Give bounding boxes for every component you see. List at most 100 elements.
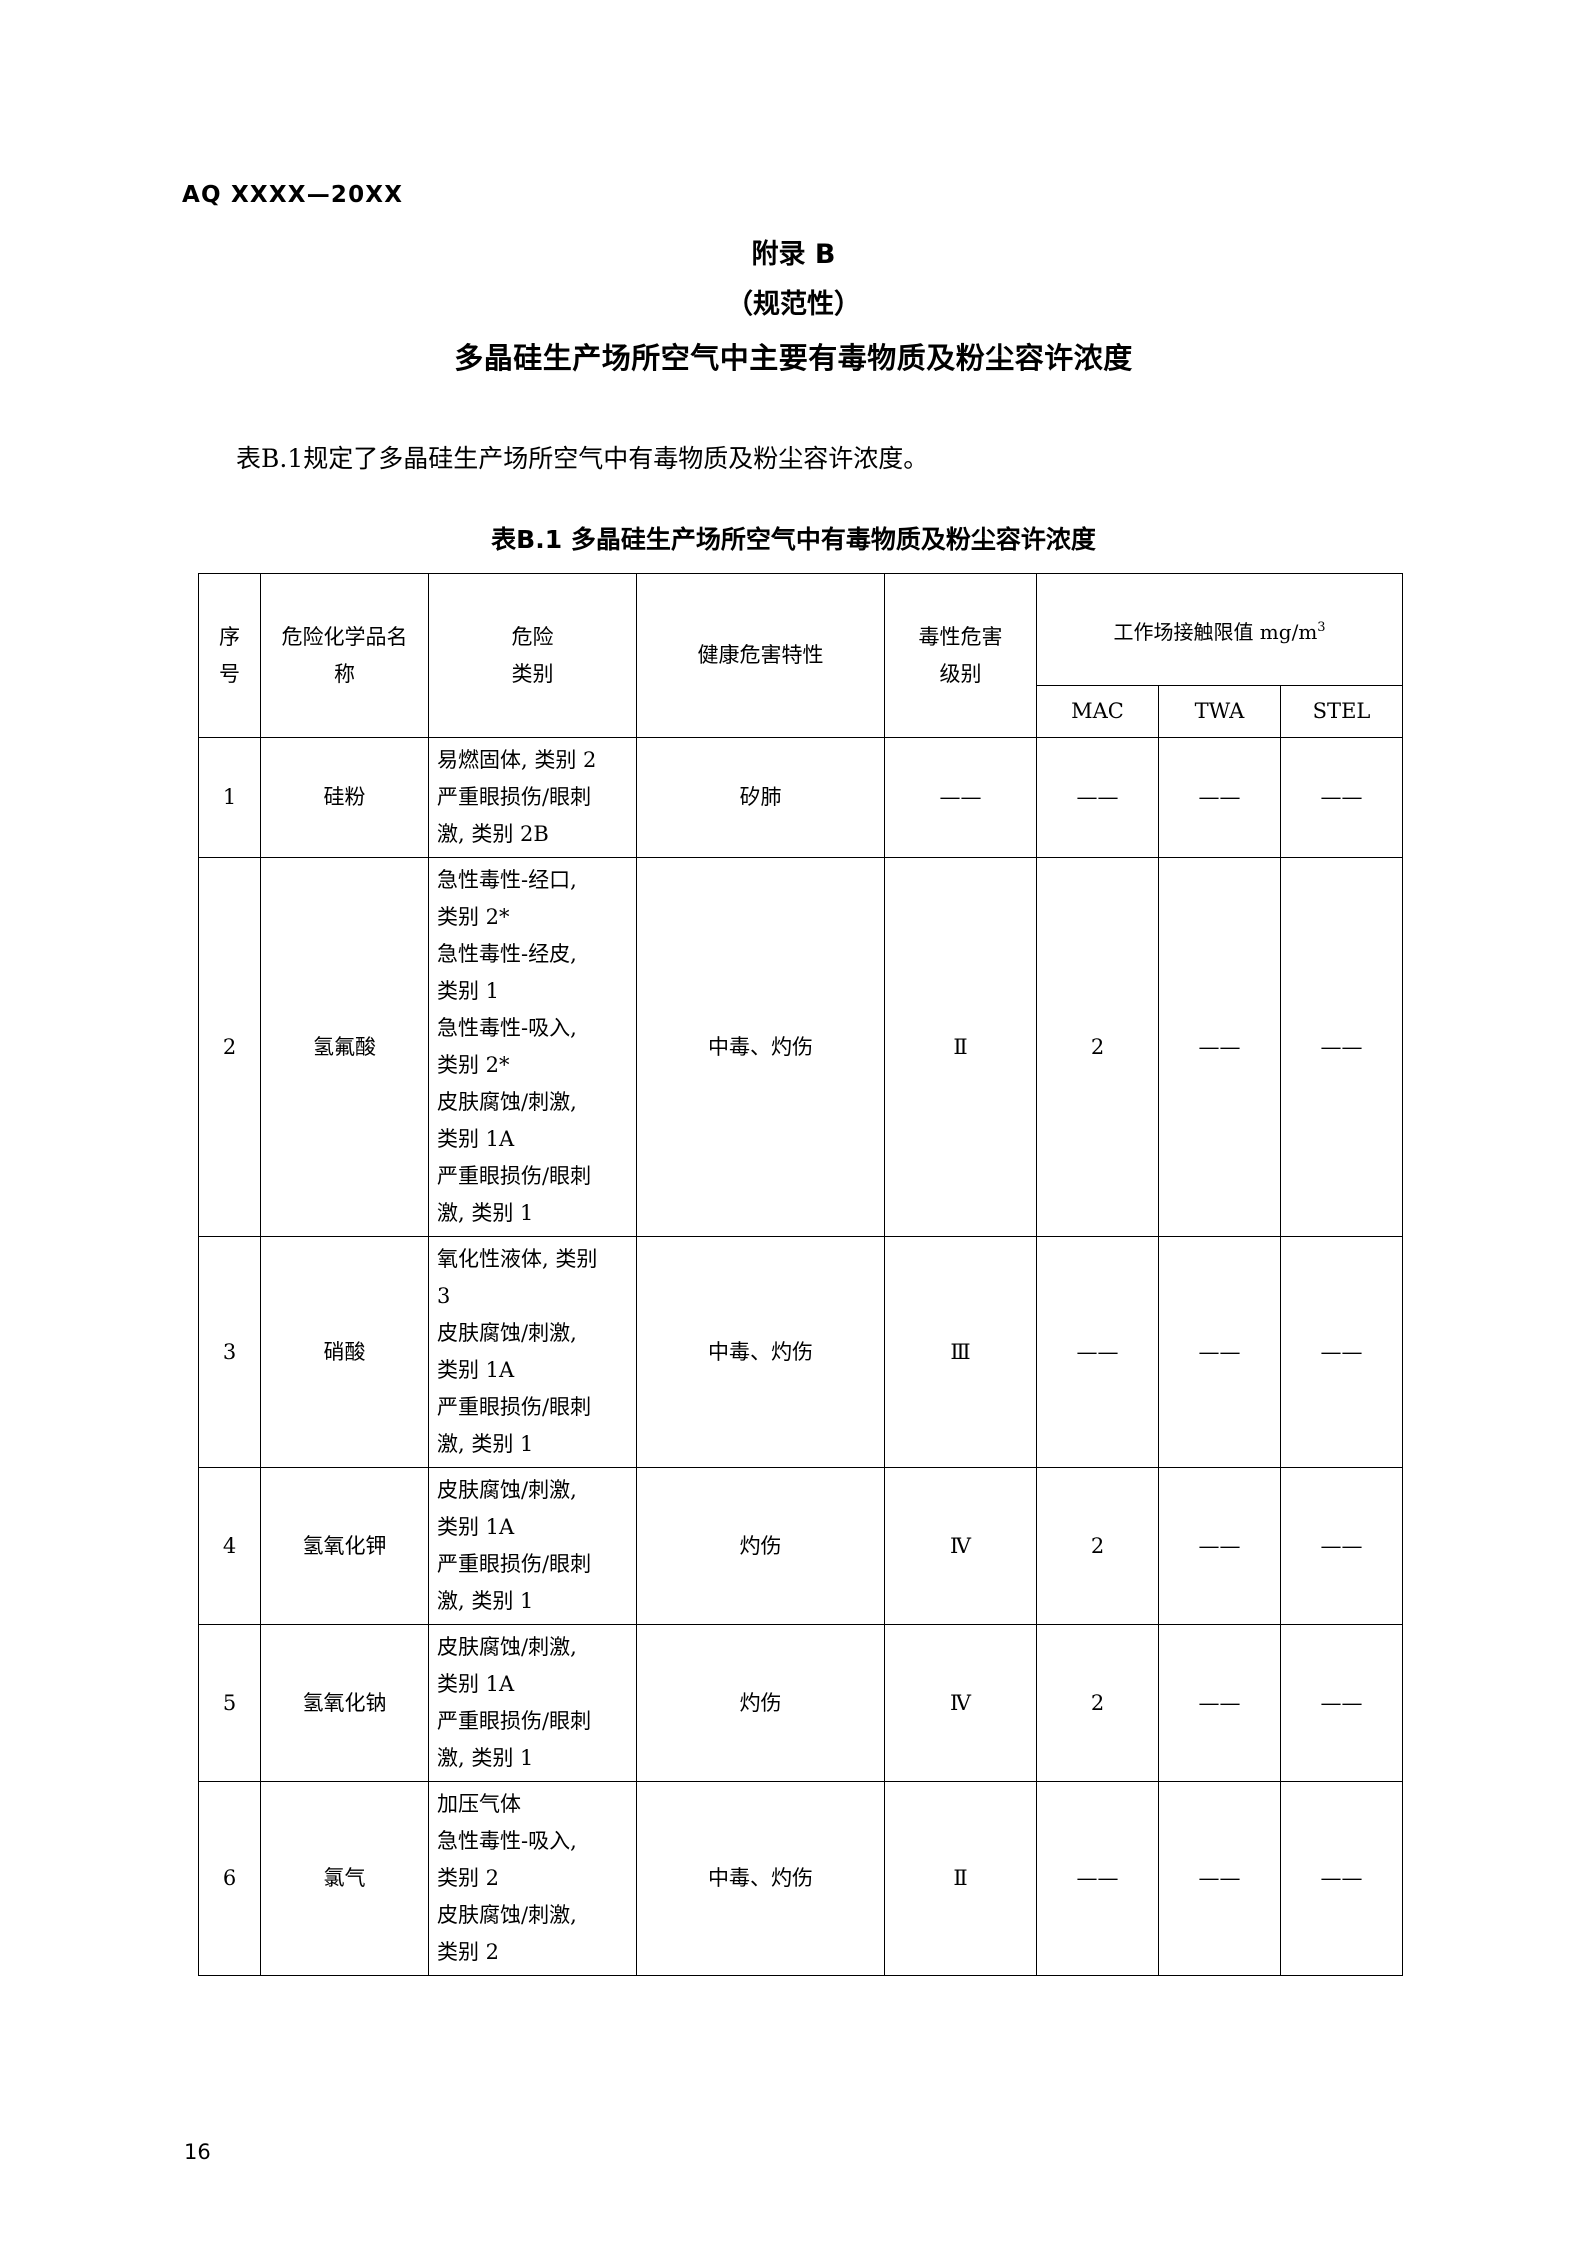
- header-hazard-category: 危险 类别: [428, 573, 637, 738]
- hazard-line: 易燃固体, 类别 2: [437, 748, 597, 772]
- table-row: 4 氢氧化钾 皮肤腐蚀/刺激, 类别 1A 严重眼损伤/眼刺 激, 类别 1 灼伤 Ⅳ 2 —— —…: [198, 1467, 1404, 1625]
- cell-toxicity-level: Ⅳ: [884, 1467, 1037, 1625]
- hazard-line: 类别 1A: [437, 1672, 515, 1696]
- cell-mac: ——: [1036, 1236, 1159, 1468]
- hazard-line: 类别 1A: [437, 1515, 515, 1539]
- hazard-line: 类别 2: [437, 1940, 500, 1964]
- hazard-line: 急性毒性-吸入,: [437, 1829, 577, 1853]
- table-head: 序 号 危险化学品名 称 危险 类别 健康危害特性 毒性危害 级别: [198, 573, 1404, 738]
- cell-stel: ——: [1279, 1236, 1404, 1468]
- hazard-line: 严重眼损伤/眼刺: [437, 1709, 592, 1733]
- header-seq-line2: 号: [219, 661, 240, 686]
- hazard-line: 激, 类别 1: [437, 1432, 534, 1456]
- header-seq-line1: 序: [219, 624, 240, 649]
- cell-toxicity-level: Ⅳ: [884, 1624, 1037, 1782]
- cell-twa: ——: [1158, 1624, 1281, 1782]
- hazard-line: 激, 类别 1: [437, 1746, 534, 1770]
- annex-label: 附录 B: [751, 239, 836, 270]
- table-caption: 表B.1 多晶硅生产场所空气中有毒物质及粉尘容许浓度: [491, 525, 1096, 554]
- header-level-line2: 级别: [939, 661, 982, 686]
- page-number: 16: [184, 2140, 211, 2164]
- cell-toxicity-level: Ⅱ: [884, 857, 1037, 1237]
- hazard-line: 急性毒性-吸入,: [437, 1016, 577, 1040]
- cell-stel: ——: [1279, 1781, 1404, 1976]
- header-toxicity-level: 毒性危害 级别: [884, 573, 1037, 738]
- cell-seq: 6: [198, 1781, 261, 1976]
- header-level-line1: 毒性危害: [918, 624, 1003, 649]
- cell-health-hazard: 灼伤: [636, 1624, 885, 1782]
- cell-mac: 2: [1036, 857, 1159, 1237]
- hazard-line: 严重眼损伤/眼刺: [437, 1552, 592, 1576]
- cell-hazard-category: 易燃固体, 类别 2 严重眼损伤/眼刺 激, 类别 2B: [428, 737, 637, 858]
- hazard-line: 皮肤腐蚀/刺激,: [437, 1903, 577, 1927]
- cell-seq: 2: [198, 857, 261, 1237]
- hazard-line: 皮肤腐蚀/刺激,: [437, 1090, 577, 1114]
- cell-mac: ——: [1036, 737, 1159, 858]
- header-exposure-limit-superscript: 3: [1317, 619, 1326, 635]
- cell-twa: ——: [1158, 737, 1281, 858]
- hazard-line: 类别 1A: [437, 1358, 515, 1382]
- annex-title: 多晶硅生产场所空气中主要有毒物质及粉尘容许浓度: [454, 341, 1133, 375]
- cell-stel: ——: [1279, 1624, 1404, 1782]
- hazard-line: 氧化性液体, 类别: [437, 1247, 598, 1271]
- header-row-primary: 序 号 危险化学品名 称 危险 类别 健康危害特性 毒性危害 级别: [198, 573, 1404, 738]
- cell-hazard-category: 加压气体急性毒性-吸入, 类别 2 皮肤腐蚀/刺激, 类别 2: [428, 1781, 637, 1976]
- table-body: 1 硅粉 易燃固体, 类别 2 严重眼损伤/眼刺 激, 类别 2B 矽肺 —— —— —— —— 2…: [198, 737, 1404, 1976]
- header-twa: TWA: [1158, 685, 1281, 738]
- cell-seq: 5: [198, 1624, 261, 1782]
- annex-normative-label: （规范性）: [726, 289, 861, 320]
- cell-twa: ——: [1158, 1467, 1281, 1625]
- cell-health-hazard: 中毒、灼伤: [636, 1781, 885, 1976]
- hazard-line: 严重眼损伤/眼刺: [437, 785, 592, 809]
- hazard-line: 皮肤腐蚀/刺激,: [437, 1321, 577, 1345]
- intro-paragraph: 表B.1规定了多晶硅生产场所空气中有毒物质及粉尘容许浓度。: [236, 444, 929, 473]
- cell-toxicity-level: Ⅲ: [884, 1236, 1037, 1468]
- hazard-line: 急性毒性-经皮,: [437, 942, 577, 966]
- header-hazard-line2: 类别: [511, 661, 554, 686]
- cell-seq: 3: [198, 1236, 261, 1468]
- hazard-line: 类别 2: [437, 1866, 500, 1890]
- cell-health-hazard: 中毒、灼伤: [636, 857, 885, 1237]
- header-seq: 序 号: [198, 573, 261, 738]
- hazard-line: 皮肤腐蚀/刺激,: [437, 1478, 577, 1502]
- cell-chemical-name: 硅粉: [260, 737, 429, 858]
- table-row: 5 氢氧化钠 皮肤腐蚀/刺激, 类别 1A 严重眼损伤/眼刺 激, 类别 1 灼伤 Ⅳ 2 —— —…: [198, 1624, 1404, 1782]
- cell-stel: ——: [1279, 737, 1404, 858]
- hazard-line: 急性毒性-经口,: [437, 868, 577, 892]
- header-row-secondary: MAC TWA STEL: [199, 685, 1404, 738]
- header-hazard-line1: 危险: [511, 624, 554, 649]
- cell-toxicity-level: ——: [884, 737, 1037, 858]
- annex-heading-block: 附录 B （规范性） 多晶硅生产场所空气中主要有毒物质及粉尘容许浓度: [0, 230, 1587, 386]
- cell-seq: 1: [198, 737, 261, 858]
- hazard-line: 类别 2*: [437, 1053, 510, 1077]
- header-name-line1: 危险化学品名: [281, 624, 408, 649]
- cell-hazard-category: 急性毒性-经口, 类别 2* 急性毒性-经皮, 类别 1 急性毒性-吸入, 类别 2* 皮肤…: [428, 857, 637, 1237]
- cell-seq: 4: [198, 1467, 261, 1625]
- header-chemical-name: 危险化学品名 称: [260, 573, 429, 738]
- cell-health-hazard: 中毒、灼伤: [636, 1236, 885, 1468]
- cell-health-hazard: 矽肺: [636, 737, 885, 858]
- hazard-line: 严重眼损伤/眼刺: [437, 1395, 592, 1419]
- cell-chemical-name: 氢氧化钠: [260, 1624, 429, 1782]
- hazard-line: 激, 类别 1: [437, 1201, 534, 1225]
- cell-health-hazard: 灼伤: [636, 1467, 885, 1625]
- cell-mac: ——: [1036, 1781, 1159, 1976]
- table-row: 2 氢氟酸 急性毒性-经口, 类别 2* 急性毒性-经皮, 类别 1 急性毒性-吸入, 类别 …: [198, 857, 1404, 1237]
- permissible-concentration-table: 序 号 危险化学品名 称 危险 类别 健康危害特性 毒性危害 级别: [198, 573, 1404, 1976]
- table-row: 6 氯气 加压气体 急性毒性-吸入, 类别 2 皮肤腐蚀/刺激, 类别 2 中毒、灼伤 Ⅱ —— —…: [198, 1781, 1404, 1976]
- cell-twa: ——: [1158, 1781, 1281, 1976]
- cell-twa: ——: [1158, 857, 1281, 1237]
- header-stel: STEL: [1279, 685, 1404, 738]
- cell-stel: ——: [1279, 1467, 1404, 1625]
- hazard-line: 激, 类别 1: [437, 1589, 534, 1613]
- cell-chemical-name: 硝酸: [260, 1236, 429, 1468]
- hazard-line: 加压气体: [437, 1792, 521, 1816]
- table-row: 1 硅粉 易燃固体, 类别 2 严重眼损伤/眼刺 激, 类别 2B 矽肺 —— —— —— ——: [198, 737, 1404, 858]
- table-row: 3 硝酸 氧化性液体, 类别 3 皮肤腐蚀/刺激, 类别 1A 严重眼损伤/眼刺 激, 类别 …: [198, 1236, 1404, 1468]
- cell-chemical-name: 氯气: [260, 1781, 429, 1976]
- hazard-line: 激, 类别 2B: [437, 822, 549, 846]
- cell-hazard-category: 皮肤腐蚀/刺激, 类别 1A 严重眼损伤/眼刺 激, 类别 1: [428, 1624, 637, 1782]
- cell-chemical-name: 氢氟酸: [260, 857, 429, 1237]
- hazard-line: 皮肤腐蚀/刺激,: [437, 1635, 577, 1659]
